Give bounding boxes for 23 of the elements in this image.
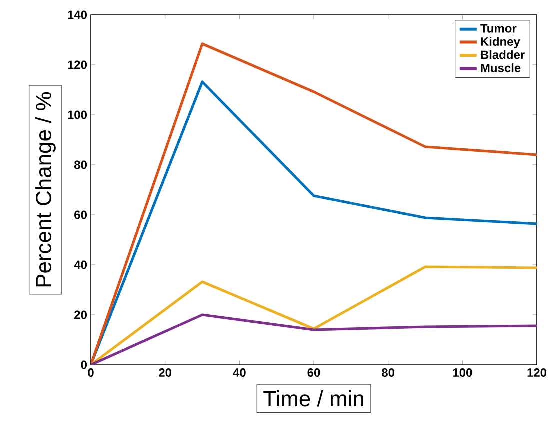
x-axis-title: Time / min: [264, 390, 364, 407]
legend-label: Muscle: [481, 64, 521, 72]
x-tick-label: 100: [453, 368, 472, 378]
y-tick-label: 100: [68, 110, 87, 120]
y-tick-label: 140: [68, 10, 87, 20]
x-tick-label: 0: [88, 368, 94, 378]
y-tick-label: 60: [74, 210, 87, 220]
legend-label: Bladder: [481, 50, 525, 60]
line-series: [91, 266, 538, 365]
x-tick-label: 40: [233, 368, 246, 378]
y-tick-label: 0: [81, 360, 87, 370]
y-tick-label: 80: [74, 160, 87, 170]
y-axis-title: Percent Change / %: [35, 92, 56, 287]
y-tick-label: 20: [74, 310, 87, 320]
x-tick-label: 20: [159, 368, 172, 378]
x-tick-label: 120: [528, 368, 547, 378]
y-tick-label: 40: [74, 260, 87, 270]
x-tick-label: 60: [308, 368, 320, 378]
y-tick-label: 120: [68, 60, 87, 70]
legend-label: Tumor: [480, 24, 517, 33]
line-series: [91, 314, 538, 365]
x-tick-label: 80: [382, 368, 395, 378]
legend-label: Kidney: [481, 37, 520, 48]
